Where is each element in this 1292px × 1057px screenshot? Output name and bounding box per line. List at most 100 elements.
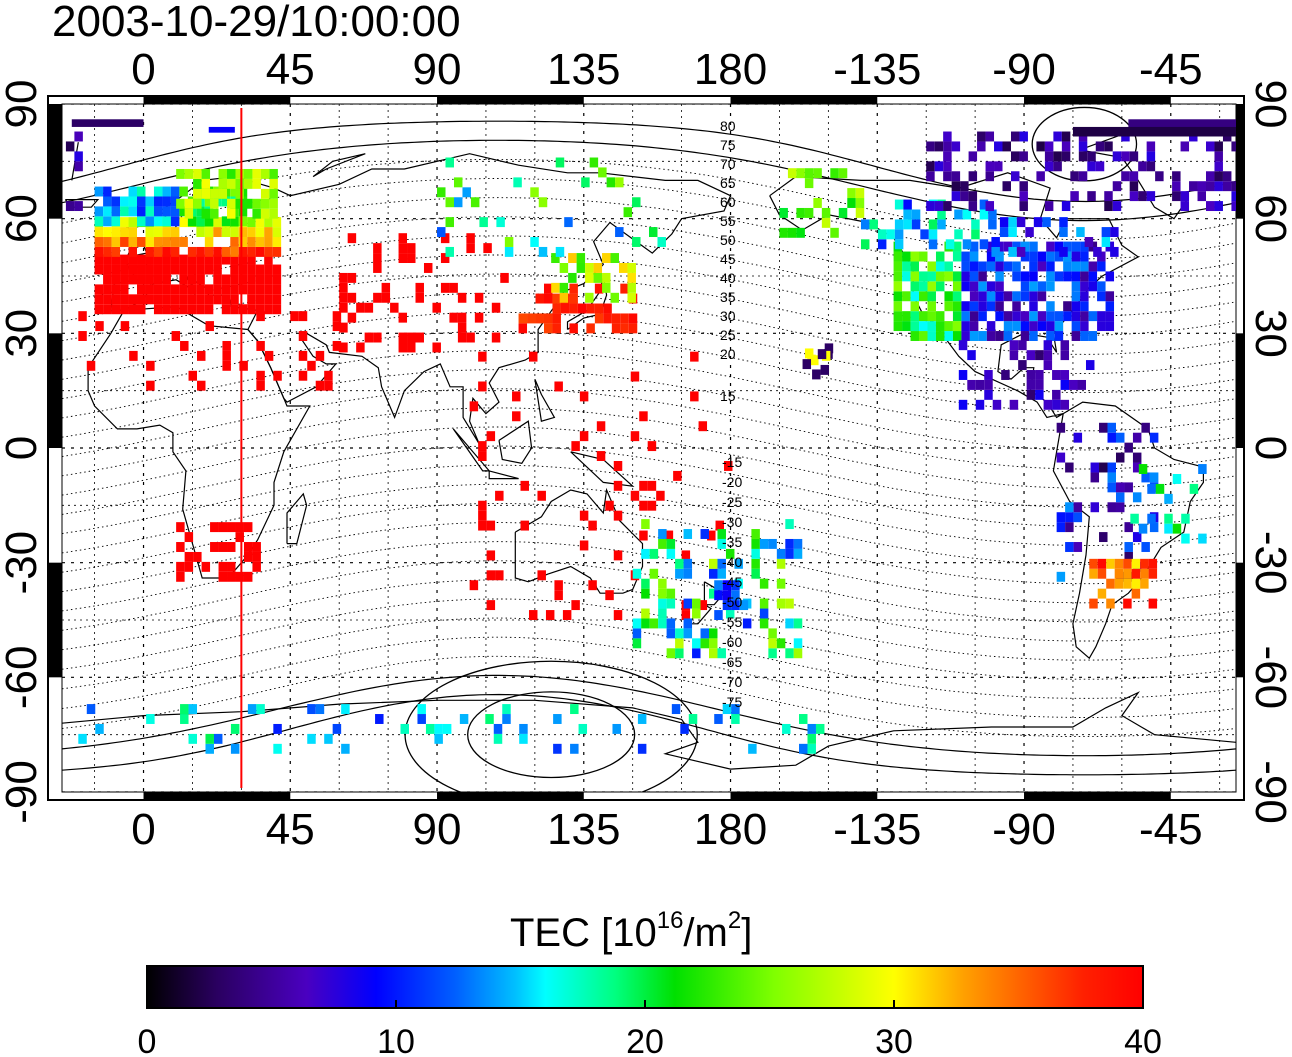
- tec-cell: [1107, 462, 1116, 473]
- tec-cell: [1042, 217, 1051, 228]
- tec-cell: [785, 648, 794, 659]
- tec-cell: [562, 610, 572, 620]
- lon-tick-label: -45: [1139, 45, 1203, 94]
- tec-cell: [943, 131, 952, 142]
- tec-cell: [894, 229, 904, 240]
- tec-cell: [252, 561, 261, 572]
- tec-cell: [796, 227, 805, 238]
- tec-cell: [944, 291, 953, 302]
- tec-cell: [967, 350, 976, 361]
- tec-cell: [128, 217, 138, 228]
- tec-cell: [796, 207, 805, 218]
- tec-cell: [978, 281, 987, 292]
- tec-cell: [474, 312, 484, 323]
- tec-cell: [111, 294, 121, 305]
- tec-cell: [486, 570, 496, 581]
- tec-cell: [675, 638, 684, 649]
- tec-cell: [927, 281, 936, 292]
- frame-bar-bottom: [730, 792, 878, 800]
- tec-cell: [1105, 291, 1115, 302]
- tec-cell: [961, 331, 970, 341]
- tec-cell: [176, 542, 185, 552]
- magnetic-contour: [62, 407, 1236, 489]
- tec-cell: [235, 522, 244, 533]
- tec-cell: [128, 227, 138, 238]
- tec-cell: [1078, 151, 1088, 162]
- tec-cell: [398, 332, 408, 343]
- tec-cell: [969, 271, 979, 282]
- tec-cell: [1056, 512, 1066, 523]
- tec-cell: [1054, 241, 1064, 252]
- tec-cell: [962, 239, 972, 250]
- tec-cell: [1114, 578, 1124, 589]
- tec-cell: [478, 381, 487, 392]
- tec-cell: [1104, 191, 1113, 202]
- tec-cell: [585, 292, 594, 303]
- tec-cell: [1019, 131, 1028, 142]
- tec-cell: [128, 196, 138, 207]
- tec-cell: [675, 628, 684, 639]
- tec-cell: [683, 529, 693, 539]
- tec-cell: [221, 274, 231, 285]
- tec-cell: [978, 311, 987, 322]
- tec-cell: [128, 254, 138, 265]
- tec-cell: [213, 217, 222, 228]
- tec-cell: [1132, 432, 1142, 443]
- tec-cell: [602, 282, 611, 293]
- tec-cell: [860, 239, 870, 250]
- tec-cell: [1070, 171, 1079, 182]
- tec-cell: [787, 168, 797, 179]
- tec-cell: [204, 284, 214, 295]
- tec-cell: [341, 743, 350, 754]
- tec-cell: [1071, 321, 1081, 332]
- tec-cell: [255, 217, 265, 228]
- tec-cell: [247, 704, 257, 715]
- tec-cell: [256, 311, 265, 322]
- tec-cell: [188, 704, 198, 715]
- tec-cell: [462, 187, 471, 198]
- tec-cell: [120, 321, 130, 332]
- tec-cell: [103, 237, 112, 247]
- tec-cell: [434, 733, 443, 744]
- tec-cell: [960, 191, 969, 202]
- magnetic-contour: [62, 617, 1236, 699]
- tec-cell: [1078, 141, 1088, 152]
- tec-cell: [1088, 331, 1098, 341]
- tec-cell: [425, 723, 435, 734]
- tec-cell: [926, 141, 935, 152]
- tec-cell: [176, 571, 185, 582]
- frame-bar-bottom: [143, 792, 291, 800]
- tec-cell: [1037, 281, 1047, 292]
- tec-cell: [605, 590, 614, 601]
- lat-tick-label: 60: [1246, 194, 1292, 243]
- tec-cell: [466, 332, 475, 343]
- lon-tick-label: -135: [833, 45, 921, 94]
- tec-cell: [171, 331, 181, 341]
- tec-cell: [272, 274, 282, 285]
- tec-cell: [324, 380, 333, 391]
- tec-cell: [894, 219, 904, 230]
- tec-cell: [260, 208, 270, 219]
- tec-cell: [613, 510, 623, 521]
- tec-cell: [943, 201, 952, 212]
- tec-cell: [999, 217, 1009, 228]
- tec-cell: [815, 723, 825, 734]
- tec-cell: [1129, 171, 1139, 182]
- tec-cell: [466, 233, 475, 244]
- tec-cell: [919, 251, 928, 262]
- tec-cell: [935, 271, 945, 282]
- lat-tick-label: -60: [1246, 646, 1292, 710]
- tec-cell: [170, 304, 180, 315]
- tec-cell: [1214, 161, 1223, 172]
- tec-cell: [759, 538, 769, 549]
- tec-cell: [647, 441, 657, 452]
- tec-cell: [1003, 241, 1013, 252]
- tec-cell: [204, 304, 214, 315]
- tec-cell: [910, 281, 920, 292]
- tec-cell: [935, 321, 945, 332]
- tec-cell: [512, 411, 521, 422]
- tec-cell: [649, 548, 659, 559]
- tec-cell: [196, 284, 205, 295]
- tec-cell: [994, 141, 1003, 152]
- tec-cell: [111, 274, 121, 285]
